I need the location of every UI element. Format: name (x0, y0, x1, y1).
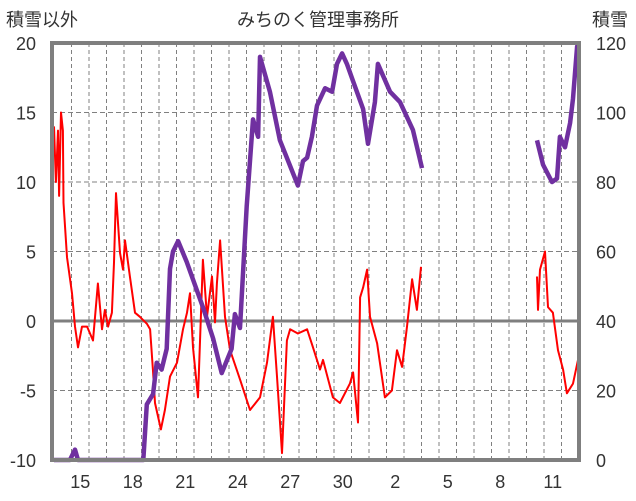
x-tick-label: 5 (443, 472, 453, 492)
x-tick-label: 2 (390, 472, 400, 492)
right-tick-label: 100 (596, 104, 626, 124)
x-tick-label: 21 (175, 472, 195, 492)
series-lines (53, 44, 581, 463)
right-tick-label: 120 (596, 34, 626, 54)
left-tick-label: -5 (20, 382, 36, 402)
right-tick-label: 40 (596, 312, 616, 332)
left-tick-label: 15 (16, 104, 36, 124)
right-axis-title: 積雪 (592, 10, 628, 31)
x-tick-label: 24 (228, 472, 248, 492)
left-tick-label: 5 (26, 243, 36, 263)
x-tick-label: 30 (333, 472, 353, 492)
right-tick-label: 80 (596, 173, 616, 193)
x-tick-label: 27 (280, 472, 300, 492)
x-tick-label: 11 (543, 472, 562, 492)
right-tick-label: 0 (596, 451, 606, 471)
series-line-other (53, 111, 579, 455)
x-tick-label: 15 (70, 472, 90, 492)
right-tick-label: 60 (596, 243, 616, 263)
left-tick-label: 10 (16, 173, 36, 193)
series-line-snow-depth (54, 44, 581, 463)
grid (52, 43, 579, 460)
tick-labels: 20 120 15 100 10 80 5 60 0 40 -5 20 -10 0 15 18 21 24 27 30… (10, 34, 626, 492)
chart-title: みちのく管理事務所 (237, 10, 399, 31)
right-tick-label: 20 (596, 382, 616, 402)
plot-border (50, 41, 581, 462)
left-tick-label: -10 (10, 451, 36, 471)
x-tick-label: 18 (123, 472, 143, 492)
left-axis-title: 積雪以外 (6, 10, 78, 31)
left-tick-label: 20 (16, 34, 36, 54)
left-tick-label: 0 (26, 312, 36, 332)
x-tick-label: 8 (495, 472, 505, 492)
